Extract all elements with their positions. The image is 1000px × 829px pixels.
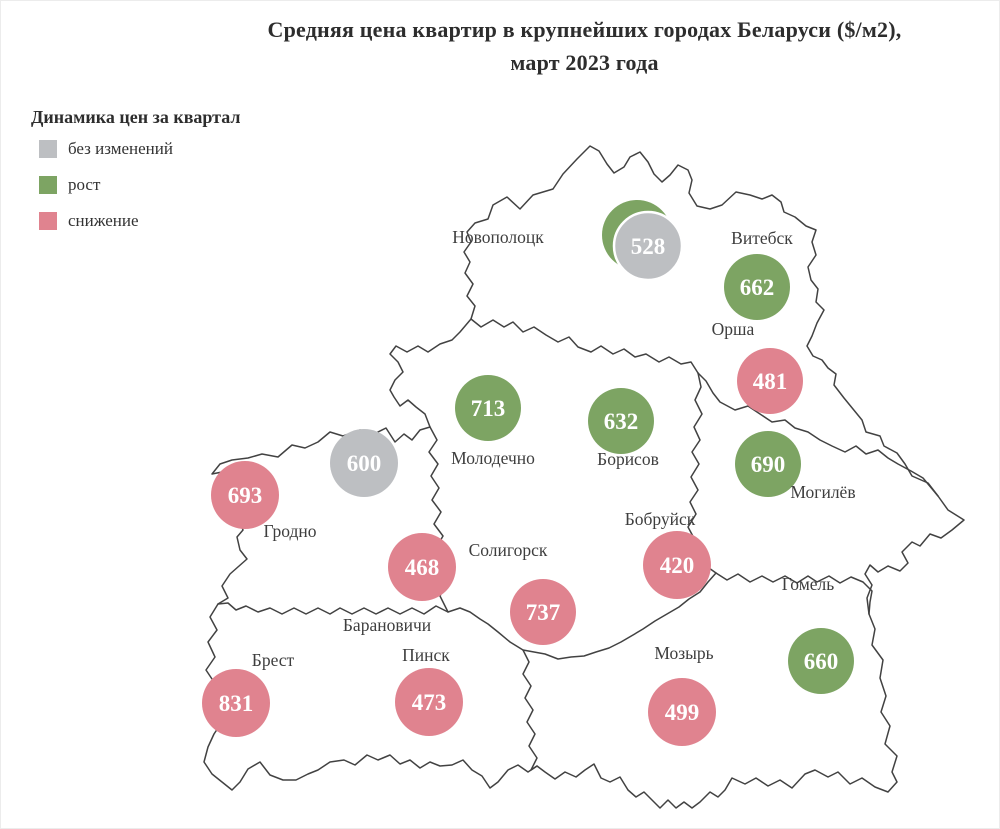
city-bubbles: 528 662 481 713 632 690 600 693 420 737 468 660 831 4… <box>202 200 854 746</box>
bubble-value: 481 <box>753 369 788 394</box>
city-label: Брест <box>252 650 295 670</box>
city-label: Мозырь <box>654 643 713 663</box>
bubble-value: 473 <box>412 690 447 715</box>
city-label: Витебск <box>731 228 793 248</box>
city-label: Новополоцк <box>452 227 544 247</box>
city-bubble <box>455 375 521 441</box>
bubble-value: 693 <box>228 483 263 508</box>
city-label: Гродно <box>263 521 316 541</box>
city-label: Барановичи <box>343 615 431 635</box>
bubble-value: 660 <box>804 649 839 674</box>
region-border-vitebsk-south <box>470 318 699 374</box>
city-bubble <box>735 431 801 497</box>
city-label: Борисов <box>597 449 659 469</box>
city-label: Пинск <box>402 645 450 665</box>
city-bubble <box>510 579 576 645</box>
bubble-value: 831 <box>219 691 254 716</box>
city-bubble <box>612 210 684 282</box>
city-label: Могилёв <box>790 482 855 502</box>
legend: Динамика цен за квартал без изменений рос… <box>31 107 241 248</box>
region-border-minsk-south <box>217 572 717 660</box>
city-label: Бобруйск <box>625 509 696 529</box>
bubble-value: 690 <box>751 452 786 477</box>
city-bubble <box>643 531 711 599</box>
city-bubble <box>648 678 716 746</box>
bubble-value: 632 <box>604 409 639 434</box>
legend-label: рост <box>68 175 101 194</box>
region-border-mogilev-gomel <box>715 572 873 615</box>
bubble-value: 528 <box>631 234 666 259</box>
legend-title: Динамика цен за квартал <box>31 107 241 127</box>
bubble-value: 737 <box>526 600 561 625</box>
country-border <box>203 145 965 809</box>
city-label: Солигорск <box>469 540 548 560</box>
chart-title: Средняя цена квартир в крупнейших города… <box>168 13 999 79</box>
city-labels: Новополоцк Витебск Орша Молодечно Борисов Мог… <box>252 227 856 670</box>
bubble-value: 499 <box>665 700 700 725</box>
city-label: Гомель <box>782 574 835 594</box>
chart-title-line2: март 2023 года <box>510 50 659 75</box>
city-label: Орша <box>712 319 755 339</box>
legend-swatch-0 <box>39 140 57 158</box>
city-bubble <box>330 429 398 497</box>
bubble-value: 713 <box>471 396 506 421</box>
region-border-vitebsk-mogilev <box>697 372 939 497</box>
legend-rows: без изменений рост снижение <box>31 139 241 230</box>
city-bubble <box>737 348 803 414</box>
city-bubble <box>388 533 456 601</box>
legend-label: без изменений <box>68 139 173 158</box>
city-label: Молодечно <box>451 448 535 468</box>
city-bubble <box>724 254 790 320</box>
legend-item: рост <box>39 175 241 194</box>
legend-item: снижение <box>39 211 241 230</box>
map-outline <box>203 145 965 809</box>
city-bubble <box>588 388 654 454</box>
legend-label: снижение <box>68 211 139 230</box>
legend-swatch-1 <box>39 176 57 194</box>
chart-title-line1: Средняя цена квартир в крупнейших города… <box>267 17 902 42</box>
bubble-value: 420 <box>660 553 695 578</box>
city-bubble <box>202 669 270 737</box>
bubble-value: 600 <box>347 451 382 476</box>
city-bubble <box>211 461 279 529</box>
legend-swatch-2 <box>39 212 57 230</box>
city-bubble <box>395 668 463 736</box>
region-border-brest-gomel <box>522 649 538 771</box>
bubble-value: 662 <box>740 275 775 300</box>
city-bubble <box>788 628 854 694</box>
legend-item: без изменений <box>39 139 241 158</box>
bubble-value: 468 <box>405 555 440 580</box>
